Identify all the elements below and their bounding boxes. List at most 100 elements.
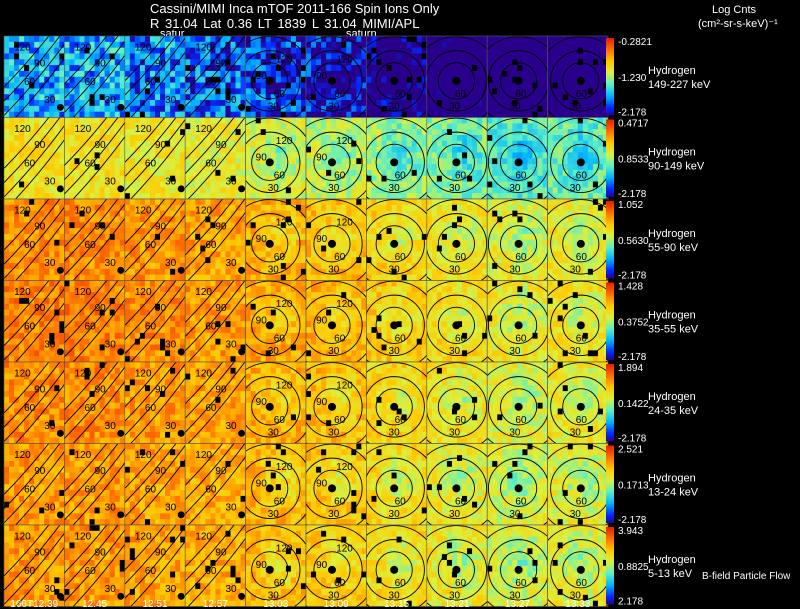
heatmap-cell (346, 263, 352, 270)
heatmap-cell (265, 251, 272, 258)
heatmap-cell (235, 268, 242, 276)
heatmap-cell (54, 193, 60, 199)
heatmap-cell (4, 216, 10, 223)
heatmap-cell (175, 152, 181, 159)
heatmap-cell (421, 59, 427, 66)
heatmap-cell (431, 140, 438, 148)
heatmap-cell (467, 216, 473, 223)
heatmap-cell (547, 134, 554, 142)
heatmap-cell (295, 204, 302, 212)
heatmap-cell (321, 88, 327, 95)
heatmap-cell (39, 140, 45, 148)
heatmap-cell (79, 204, 86, 212)
heatmap-cell (552, 181, 559, 188)
heatmap-cell (431, 216, 438, 223)
heatmap-cell (341, 274, 347, 281)
heatmap-cell (482, 70, 488, 78)
heatmap-cell (411, 41, 418, 49)
heatmap-cell (155, 251, 161, 258)
heatmap-cell (49, 146, 55, 154)
heatmap-cell (411, 123, 418, 130)
heatmap-cell (446, 111, 453, 118)
heatmap-cell (129, 129, 136, 136)
heatmap-cell (512, 94, 518, 101)
heatmap-cell (160, 65, 166, 72)
heatmap-cell (260, 152, 267, 159)
heatmap-cell (89, 88, 96, 95)
heatmap-cell (230, 76, 237, 84)
heatmap-cell (391, 268, 398, 276)
heatmap-cell (492, 152, 498, 159)
heatmap-cell (522, 88, 529, 95)
heatmap-cell (285, 88, 292, 95)
heatmap-cell (356, 53, 362, 60)
heatmap-cell (4, 47, 10, 55)
heatmap-cell (457, 251, 463, 258)
heatmap-cell (376, 59, 383, 66)
heatmap-cell (361, 175, 367, 183)
heatmap-cell (14, 164, 20, 171)
heatmap-cell (285, 204, 292, 212)
heatmap-cell (371, 140, 378, 148)
heatmap-cell (361, 164, 367, 171)
heatmap-cell (69, 216, 76, 223)
contour-line (366, 36, 427, 118)
heatmap-cell (4, 239, 10, 247)
heatmap-cell (396, 134, 403, 142)
heatmap-cell (285, 245, 292, 252)
heatmap-cell (190, 216, 196, 223)
heatmap-cell (89, 263, 96, 270)
heatmap-cell (200, 164, 206, 171)
heatmap-cell (552, 187, 559, 194)
heatmap-cell (235, 257, 242, 264)
heatmap-cell (79, 36, 86, 43)
heatmap-cell (602, 82, 608, 89)
heatmap-cell (165, 146, 171, 154)
heatmap-cell (54, 164, 60, 171)
heatmap-cell (34, 123, 40, 130)
heatmap-cell (401, 169, 408, 177)
heatmap-cell (285, 70, 292, 78)
heatmap-cell (74, 59, 81, 66)
heatmap-cell (4, 41, 10, 49)
heatmap-cell (270, 53, 277, 60)
saturn-icon (327, 239, 336, 248)
heatmap-cell (321, 111, 327, 118)
heatmap-cell (597, 134, 604, 142)
heatmap-cell (245, 47, 252, 55)
heatmap-cell (472, 199, 478, 206)
heatmap-cell (79, 65, 86, 72)
heatmap-cell (321, 169, 327, 177)
heatmap-cell (290, 47, 297, 55)
heatmap-cell (361, 274, 367, 281)
heatmap-cell (205, 76, 211, 84)
heatmap-cell (205, 100, 211, 107)
contour-line (366, 117, 427, 199)
contour-line (185, 199, 224, 242)
heatmap-cell (582, 134, 589, 142)
heatmap-cell (44, 257, 50, 264)
heatmap-cell (446, 47, 453, 55)
heatmap-cell (290, 94, 297, 101)
heatmap-cell (587, 59, 594, 66)
heatmap-cell (597, 129, 604, 136)
heatmap-cell (577, 146, 584, 154)
heatmap-cell (597, 36, 604, 43)
heatmap-cell (160, 123, 166, 130)
heatmap-cell (507, 82, 513, 89)
heatmap-cell (436, 158, 443, 165)
heatmap-cell (185, 82, 191, 89)
heatmap-cell (54, 129, 60, 136)
heatmap-cell (477, 146, 483, 154)
heatmap-cell (4, 100, 10, 107)
heatmap-cell (381, 65, 388, 72)
heatmap-cell (547, 140, 554, 148)
heatmap-cell (69, 100, 76, 107)
heatmap-cell (64, 245, 71, 252)
heatmap-cell (240, 129, 246, 136)
heatmap-cell (175, 216, 181, 223)
heatmap-cell (200, 111, 206, 118)
heatmap-cell (34, 164, 40, 171)
heatmap-cell (205, 129, 211, 136)
heatmap-cell (160, 239, 166, 247)
